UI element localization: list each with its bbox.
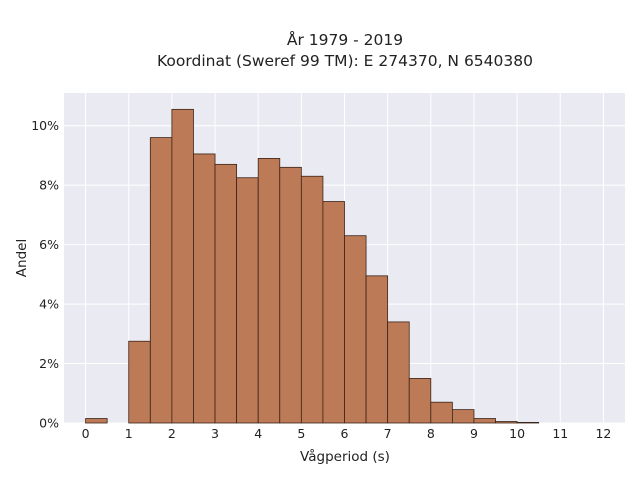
histogram-bar — [149, 137, 173, 424]
x-tick-labels: 0 1 2 3 4 5 6 7 8 9 10 11 12 — [82, 426, 612, 441]
histogram-bar — [387, 321, 410, 424]
x-tick-label: 7 — [384, 426, 392, 441]
chart-title-line-1: År 1979 - 2019 — [287, 30, 403, 49]
y-tick-label: 6% — [39, 237, 59, 252]
x-tick-label: 3 — [211, 426, 219, 441]
histogram-bar — [214, 163, 238, 424]
histogram-bar — [408, 378, 432, 424]
histogram-bar — [516, 422, 540, 424]
histogram-bar — [365, 275, 389, 424]
y-tick-label: 10% — [31, 118, 59, 133]
x-tick-label: 12 — [595, 426, 611, 441]
x-tick-label: 2 — [168, 426, 176, 441]
histogram-bar — [451, 409, 475, 424]
x-tick-label: 0 — [82, 426, 90, 441]
histogram-bar — [236, 177, 259, 424]
x-tick-label: 4 — [254, 426, 262, 441]
histogram-bar — [430, 401, 453, 424]
x-tick-label: 10 — [509, 426, 525, 441]
histogram-bar — [128, 340, 151, 424]
y-tick-label: 2% — [39, 356, 59, 371]
x-tick-label: 5 — [297, 426, 305, 441]
histogram-bar — [495, 421, 518, 424]
histogram-bar — [344, 235, 367, 424]
x-tick-label: 1 — [125, 426, 133, 441]
x-tick-label: 11 — [552, 426, 568, 441]
y-tick-labels: 0% 2% 4% 6% 8% 10% — [31, 118, 59, 430]
histogram-bar — [257, 158, 281, 424]
histogram-bar — [279, 166, 302, 424]
y-tick-label: 4% — [39, 297, 59, 312]
bars — [85, 108, 540, 424]
histogram-bar — [322, 201, 345, 424]
chart-title-line-2: Koordinat (Sweref 99 TM): E 274370, N 65… — [157, 52, 533, 70]
histogram-bar — [193, 153, 216, 424]
histogram-bar — [300, 175, 324, 424]
x-axis-label: Vågperiod (s) — [300, 448, 390, 465]
x-tick-label: 6 — [341, 426, 349, 441]
x-tick-label: 9 — [470, 426, 478, 441]
histogram-bar — [171, 108, 194, 424]
y-tick-label: 8% — [39, 178, 59, 193]
histogram-bar — [473, 418, 496, 424]
x-tick-label: 8 — [427, 426, 435, 441]
y-tick-label: 0% — [39, 416, 59, 431]
histogram-bar — [85, 418, 108, 424]
y-axis-label: Andel — [14, 239, 30, 277]
